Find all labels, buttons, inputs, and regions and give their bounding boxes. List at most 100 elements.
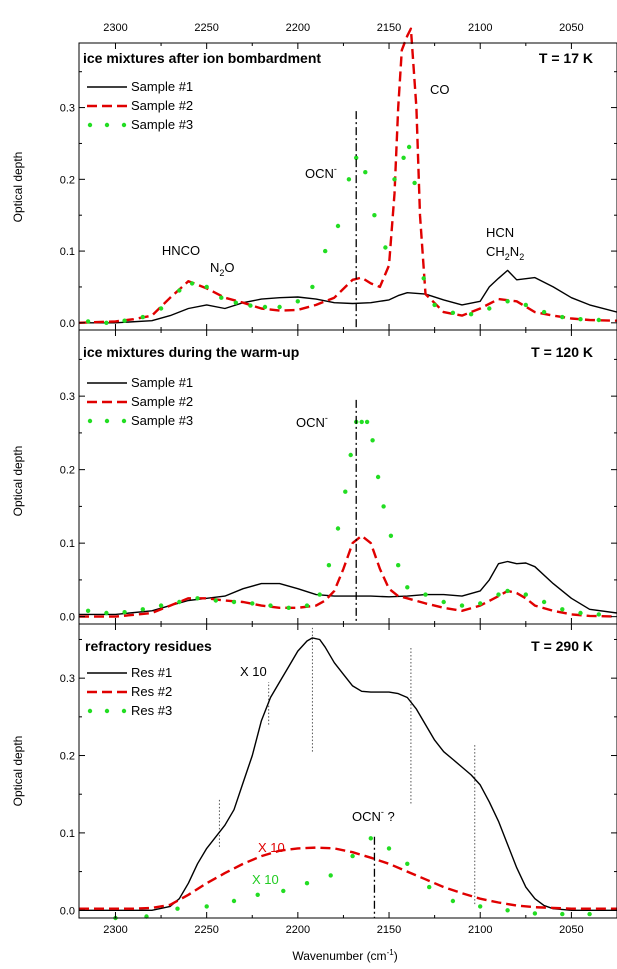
data-point <box>213 598 218 603</box>
data-point <box>326 563 332 568</box>
bottom-tick-label: 2200 <box>286 924 310 936</box>
data-point <box>505 908 510 913</box>
y-tick-label: 0.2 <box>60 751 75 763</box>
top-tick-label: 2050 <box>559 22 583 34</box>
data-point <box>396 563 401 568</box>
label-x10-black: X 10 <box>240 664 267 679</box>
y-tick-label: 0.0 <box>60 905 75 917</box>
data-point <box>560 911 565 917</box>
data-point <box>277 304 282 310</box>
legend-label-res-3: Res #3 <box>131 703 172 718</box>
data-point <box>286 605 291 610</box>
data-point <box>122 318 127 323</box>
data-point <box>386 846 392 851</box>
legend: Res #1 Res #2 Res #3 <box>87 665 172 718</box>
data-point <box>219 295 224 300</box>
data-point <box>364 419 370 425</box>
y-tick-label: 0.1 <box>60 538 75 550</box>
data-point <box>423 592 428 597</box>
legend-swatch-res-3 <box>87 708 127 714</box>
data-point <box>304 603 310 608</box>
data-point <box>359 419 364 425</box>
y-axis-label: Optical depth <box>11 446 25 517</box>
data-point <box>175 906 180 911</box>
y-tick-label: 0.1 <box>60 246 75 258</box>
panel-title: refractory residues <box>85 638 212 654</box>
data-point <box>354 155 359 160</box>
label-ch2n2: CH2N2 <box>486 244 524 262</box>
bottom-tick-label: 2250 <box>194 924 218 936</box>
data-point <box>541 599 547 605</box>
label-ocn: OCN- <box>296 413 328 430</box>
legend-swatch-sample-3 <box>87 122 127 128</box>
bottom-tick-label: 2300 <box>103 924 127 936</box>
data-point <box>335 526 341 531</box>
data-point <box>104 610 109 616</box>
data-point <box>487 306 492 311</box>
data-point <box>250 601 255 606</box>
y-axis-label: Optical depth <box>11 736 25 807</box>
bottom-tick-label: 2150 <box>377 924 401 936</box>
data-point <box>478 601 483 606</box>
data-point <box>459 603 465 608</box>
data-point <box>578 317 583 322</box>
data-point <box>560 314 565 320</box>
data-point <box>560 607 565 612</box>
label-x10-red: X 10 <box>258 840 285 855</box>
legend-label-sample-1: Sample #1 <box>131 375 193 390</box>
panel-warm-up: 0.0 0.1 0.2 0.3 ice mixtures during the war… <box>11 329 617 625</box>
data-point <box>350 853 355 859</box>
data-point <box>383 245 388 250</box>
data-point <box>541 309 547 315</box>
data-point <box>523 592 528 597</box>
top-tick-label: 2150 <box>377 22 401 34</box>
data-point <box>204 904 209 909</box>
label-co: CO <box>430 82 450 97</box>
series-res-1 <box>79 637 617 911</box>
label-n2o: N2O <box>210 260 235 278</box>
data-point <box>375 474 381 480</box>
data-point <box>450 898 456 904</box>
data-point <box>372 213 377 218</box>
data-point <box>281 888 286 894</box>
y-tick-label: 0.2 <box>60 174 75 186</box>
data-point <box>85 319 91 324</box>
data-point <box>441 599 446 605</box>
y-tick-label: 0.2 <box>60 465 75 477</box>
data-point <box>317 592 322 597</box>
series-sample-3 <box>85 419 601 617</box>
label-ocn-question: OCN- ? <box>352 807 395 824</box>
legend-label-res-1: Res #1 <box>131 665 172 680</box>
data-point <box>231 599 237 605</box>
data-point <box>195 596 200 601</box>
label-hnco: HNCO <box>162 243 200 258</box>
data-point <box>405 861 410 866</box>
top-axis: 2300 2250 2200 2150 2100 2050 <box>103 22 583 34</box>
data-point <box>335 223 341 229</box>
data-point <box>248 303 253 308</box>
data-point <box>505 299 510 304</box>
data-point <box>310 284 315 290</box>
top-tick-label: 2200 <box>286 22 310 34</box>
y-axis-label: Optical depth <box>11 152 25 223</box>
label-ocn: OCN- <box>305 164 337 181</box>
x-axis-label: Wavenumber (cm-1) <box>292 948 397 963</box>
legend-label-sample-3: Sample #3 <box>131 117 193 132</box>
legend: Sample #1 Sample #2 Sample #3 <box>87 79 193 132</box>
data-point <box>578 610 583 616</box>
series-sample-1 <box>79 269 617 324</box>
top-tick-label: 2300 <box>103 22 127 34</box>
data-point <box>268 603 273 608</box>
series-res-3 <box>113 836 592 921</box>
data-point <box>295 299 300 304</box>
legend-label-sample-1: Sample #1 <box>131 79 193 94</box>
data-point <box>450 310 456 315</box>
legend-label-sample-2: Sample #2 <box>131 394 193 409</box>
panel-ion-bombardment: 0.0 0.1 0.2 0.3 ice mixtures after ion bomb… <box>11 27 617 331</box>
y-tick-label: 0.3 <box>60 103 75 115</box>
data-point <box>346 177 352 182</box>
data-point <box>189 281 195 286</box>
y-tick-label: 0.1 <box>60 828 75 840</box>
data-point <box>406 144 412 150</box>
